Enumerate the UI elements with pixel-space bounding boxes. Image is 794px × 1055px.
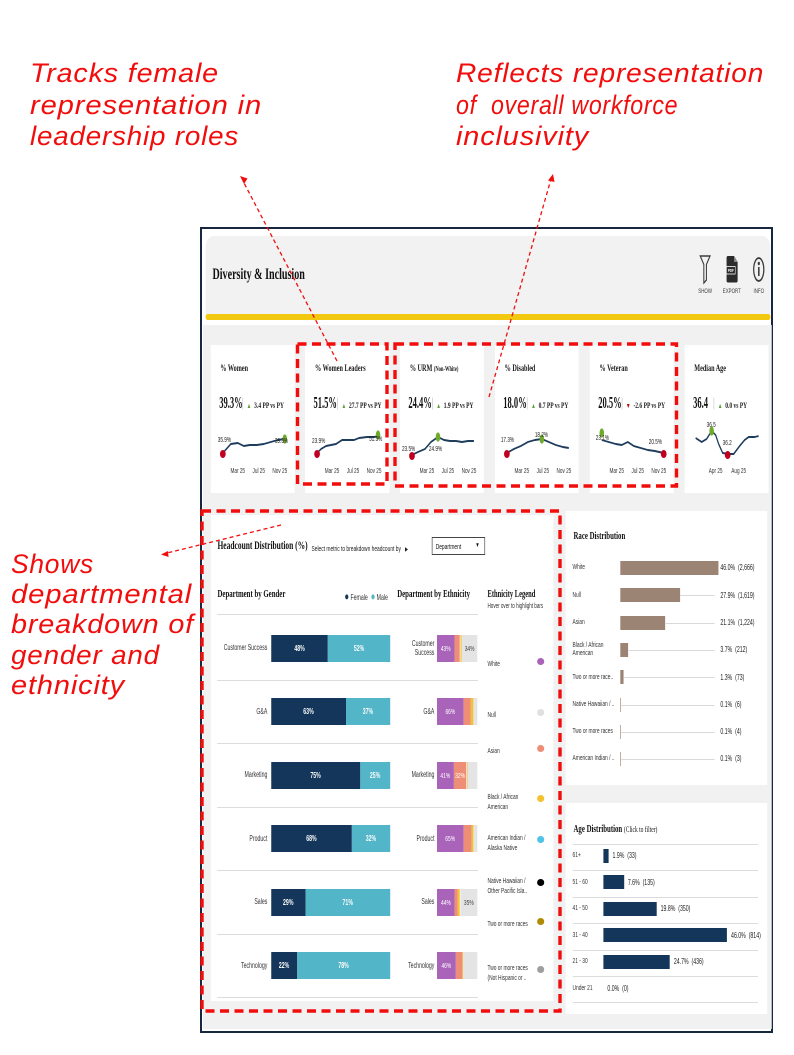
svg-text:51.5%: 51.5% <box>369 436 383 443</box>
svg-text:23.9%: 23.9% <box>312 438 326 445</box>
svg-text:Mar 25: Mar 25 <box>419 468 434 475</box>
svg-text:Mar 25: Mar 25 <box>230 468 245 475</box>
svg-text:18.2%: 18.2% <box>534 432 548 439</box>
svg-text:Jul 25: Jul 25 <box>347 468 360 475</box>
svg-text:Nov 25: Nov 25 <box>272 468 287 475</box>
svg-text:Jul 25: Jul 25 <box>631 468 644 475</box>
svg-text:17.3%: 17.3% <box>500 437 514 444</box>
svg-text:Mar 25: Mar 25 <box>609 468 624 475</box>
svg-text:Nov 25: Nov 25 <box>556 468 571 475</box>
svg-text:Nov 25: Nov 25 <box>461 468 476 475</box>
svg-text:23.5%: 23.5% <box>402 446 416 453</box>
svg-text:20.5%: 20.5% <box>648 439 662 446</box>
svg-text:EXPORT: EXPORT <box>722 288 740 295</box>
svg-text:Nov 25: Nov 25 <box>366 468 381 475</box>
svg-text:36.5: 36.5 <box>706 422 716 429</box>
svg-text:Jul 25: Jul 25 <box>252 468 265 475</box>
svg-text:Mar 25: Mar 25 <box>514 468 529 475</box>
svg-text:Mar 25: Mar 25 <box>325 468 340 475</box>
svg-text:35.9%: 35.9% <box>217 437 231 444</box>
svg-text:39.3%: 39.3% <box>274 438 288 445</box>
svg-text:36.2: 36.2 <box>722 440 732 447</box>
svg-text:INFO: INFO <box>753 288 764 295</box>
svg-text:PDF: PDF <box>727 267 733 273</box>
svg-text:SHOW: SHOW <box>698 288 712 295</box>
svg-text:Aug 25: Aug 25 <box>731 468 746 475</box>
svg-text:Jul 25: Jul 25 <box>536 468 549 475</box>
svg-text:Nov 25: Nov 25 <box>651 468 666 475</box>
svg-text:Jul 25: Jul 25 <box>441 468 454 475</box>
svg-text:Apr 25: Apr 25 <box>708 468 722 475</box>
svg-text:23.1%: 23.1% <box>595 435 609 442</box>
svg-text:24.9%: 24.9% <box>429 446 443 453</box>
